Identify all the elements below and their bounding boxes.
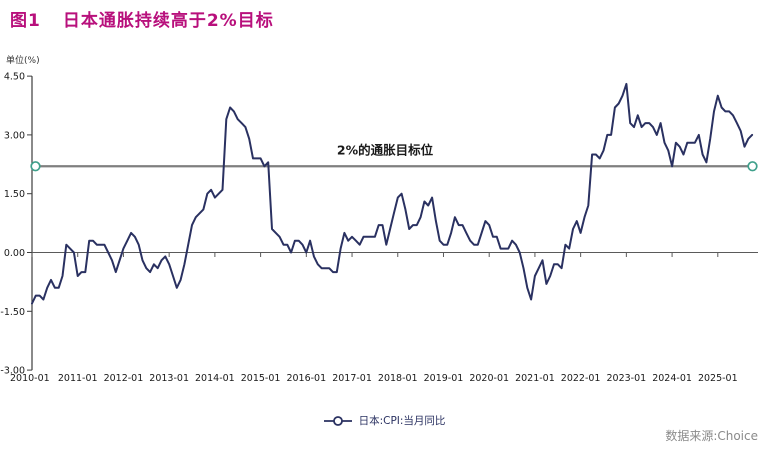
- y-axis-tick-label: 3.00: [4, 130, 25, 141]
- chart-title: 图1 日本通胀持续高于2%目标: [10, 6, 274, 31]
- x-axis-tick-label: 2011-01: [58, 373, 98, 384]
- cpi-series-line: [31, 82, 754, 305]
- y-axis-tick-label: -1.50: [0, 307, 25, 318]
- y-axis-tick-label: 4.50: [4, 72, 25, 83]
- target-line-left-endpoint-marker: [30, 161, 41, 172]
- y-axis-unit-label: 单位(%): [6, 56, 40, 66]
- figure-number: 图1: [10, 11, 41, 31]
- target-line-right-endpoint-marker: [747, 161, 758, 172]
- chart-legend: 日本:CPI:当月同比: [0, 413, 768, 428]
- x-axis-tick-label: 2010-01: [10, 373, 50, 384]
- x-axis-tick-label: 2015-01: [241, 373, 281, 384]
- x-axis-tick-label: 2021-01: [515, 373, 555, 384]
- x-axis-tick-label: 2024-01: [652, 373, 692, 384]
- x-axis-tick-label: 2013-01: [149, 373, 189, 384]
- y-axis-tick-label: 1.50: [4, 189, 25, 200]
- legend-line-circle-icon: [323, 415, 352, 426]
- data-source-label: 数据来源:Choice: [665, 429, 758, 443]
- y-axis-tick-label: -3.00: [0, 366, 25, 377]
- x-axis-tick-label: 2020-01: [469, 373, 509, 384]
- target-line-annotation: 2%的通胀目标位: [337, 142, 434, 157]
- x-axis-tick-label: 2012-01: [104, 373, 144, 384]
- x-axis-tick-label: 2018-01: [378, 373, 418, 384]
- chart-title-text: 日本通胀持续高于2%目标: [62, 11, 274, 31]
- y-axis-tick-label: 0.00: [4, 248, 25, 259]
- x-axis-tick-label: 2014-01: [195, 373, 235, 384]
- x-axis-tick-label: 2017-01: [332, 373, 372, 384]
- x-axis-tick-label: 2023-01: [607, 373, 647, 384]
- x-axis-tick-label: 2016-01: [286, 373, 326, 384]
- x-axis-tick-label: 2019-01: [424, 373, 464, 384]
- x-axis-tick-label: 2022-01: [561, 373, 601, 384]
- x-axis-tick-label: 2025-01: [698, 373, 738, 384]
- legend-series-label: 日本:CPI:当月同比: [358, 415, 446, 427]
